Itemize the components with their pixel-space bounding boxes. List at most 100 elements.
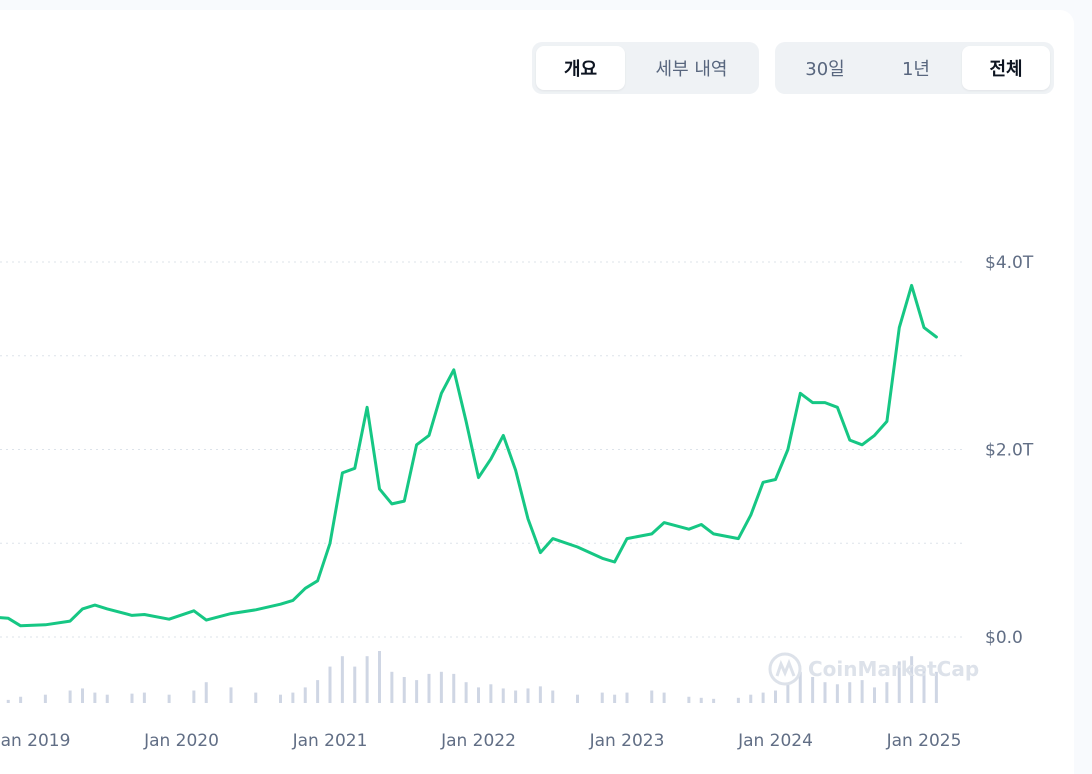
tab-details[interactable]: 세부 내역 (655, 59, 728, 80)
volume-bar (625, 692, 629, 703)
volume-bar (105, 694, 109, 703)
volume-bar (204, 682, 208, 703)
volume-bar (774, 690, 777, 703)
volume-bar (130, 693, 134, 703)
x-tick-label: Jan 2019 (0, 731, 70, 751)
volume-bar (811, 677, 815, 703)
volume-bar (712, 698, 716, 703)
data-point (341, 471, 344, 474)
data-point (514, 469, 517, 472)
grid-lines (0, 261, 962, 638)
volume-bar (514, 690, 518, 703)
volume-bar (860, 680, 864, 703)
x-tick-label: Jan 2020 (143, 731, 219, 751)
data-point (687, 528, 690, 531)
data-point (861, 443, 864, 446)
x-axis: Jan 2019 Jan 2020 Jan 2021 Jan 2022 Jan 2023… (0, 731, 961, 751)
volume-bar (786, 684, 790, 703)
volume-bar (464, 682, 468, 703)
data-point (712, 532, 715, 535)
data-point (415, 443, 418, 446)
volume-bar (402, 677, 406, 703)
volume-bar (142, 692, 146, 703)
volume-bar (576, 694, 579, 703)
data-point (168, 618, 171, 621)
range-30d-button[interactable]: 30일 (805, 59, 845, 80)
volume-bar (489, 684, 493, 703)
series-line (0, 283, 938, 628)
volume-bars (6, 651, 938, 703)
volume-bar (761, 692, 765, 703)
data-point (440, 392, 443, 395)
volume-bar (93, 692, 97, 703)
x-tick-label: Jan 2024 (737, 731, 813, 751)
volume-bar (229, 687, 233, 703)
data-point (774, 478, 777, 481)
data-point (106, 607, 109, 610)
data-point (539, 551, 542, 554)
data-point (378, 487, 381, 490)
data-point (601, 557, 604, 560)
volume-bar (749, 694, 753, 703)
data-point (762, 481, 765, 484)
data-point (7, 617, 10, 620)
volume-bar (340, 656, 344, 703)
data-point (898, 326, 901, 329)
volume-bar (662, 692, 666, 703)
data-point (935, 336, 938, 339)
data-point (403, 500, 406, 503)
volume-bar (873, 687, 876, 703)
tab-overview[interactable]: 개요 (536, 46, 625, 90)
data-point (502, 434, 505, 437)
data-point (885, 420, 888, 423)
volume-bar (823, 682, 827, 703)
volume-bar (922, 666, 926, 703)
range-toggle: 30일 1년 전체 (775, 42, 1054, 94)
volume-bar (452, 673, 456, 703)
data-point (799, 392, 802, 395)
volume-bar (736, 697, 740, 703)
data-point (786, 448, 789, 451)
data-point (749, 514, 752, 517)
volume-bar (167, 694, 171, 703)
data-point (93, 604, 96, 607)
data-point (477, 476, 480, 479)
data-point (923, 326, 926, 329)
y-axis: $0.0 $2.0T $4.0T (985, 253, 1034, 648)
data-point (527, 517, 530, 520)
watermark-text: CoinMarketCap (808, 657, 979, 681)
volume-bar (279, 694, 282, 703)
data-point (811, 401, 814, 404)
volume-bar (910, 656, 914, 703)
data-point (824, 401, 827, 404)
data-point (192, 609, 195, 612)
volume-bar (477, 687, 480, 703)
volume-bar (897, 661, 901, 703)
volume-bar (835, 684, 839, 703)
volume-bar (848, 682, 852, 703)
volume-bar (81, 688, 84, 703)
data-point (390, 502, 393, 505)
range-all-button[interactable]: 전체 (962, 46, 1050, 90)
volume-bar (600, 692, 604, 703)
volume-bar (303, 687, 307, 703)
range-1y-button[interactable]: 1년 (901, 59, 930, 80)
volume-bar (6, 699, 10, 703)
volume-bar (316, 680, 320, 703)
volume-bar (427, 673, 431, 703)
data-point (329, 542, 332, 545)
data-point (737, 537, 740, 540)
x-tick-label: Jan 2023 (589, 731, 665, 751)
data-point (143, 613, 146, 616)
data-point (230, 612, 233, 615)
volume-bar (551, 690, 555, 703)
data-point (316, 579, 319, 582)
data-point (452, 368, 455, 371)
volume-bar (68, 690, 72, 703)
data-point (254, 608, 257, 611)
coinmarketcap-logo-icon (768, 652, 802, 686)
volume-bar (254, 692, 258, 703)
volume-bar (291, 692, 295, 703)
data-point (428, 434, 431, 437)
